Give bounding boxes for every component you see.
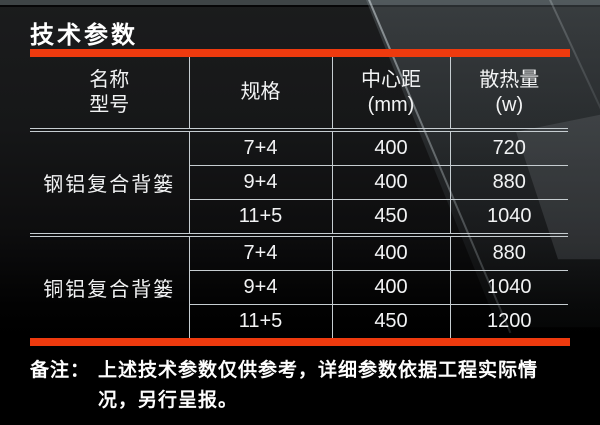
note-body: 上述技术参数仅供参考，详细参数依据工程实际情 况，另行呈报。 xyxy=(98,356,538,416)
header-line: 型号 xyxy=(89,93,130,116)
header-spec: 规格 xyxy=(188,57,332,130)
header-row: 名称 型号 规格 中心距 (mm) 散热量 (w) xyxy=(30,57,568,130)
page-title: 技术参数 xyxy=(30,22,138,49)
header-name-model: 名称 型号 xyxy=(30,57,189,130)
table-row: 钢铝复合背篓 7+4 400 720 xyxy=(30,130,568,196)
heat-output-cell: 880 xyxy=(449,165,568,200)
center-distance-cell: 450 xyxy=(331,199,450,235)
heat-output-cell: 720 xyxy=(449,130,568,166)
group-label-copper-aluminum: 铜铝复合背篓 xyxy=(43,279,176,301)
note-line-2: 况，另行呈报。 xyxy=(98,390,239,411)
note-line-1: 上述技术参数仅供参考，详细参数依据工程实际情 xyxy=(98,360,539,381)
center-distance-cell: 400 xyxy=(331,270,450,305)
header-line: 名称 xyxy=(89,68,130,91)
accent-bar-top xyxy=(30,49,570,57)
spec-cell: 7+4 xyxy=(188,235,332,271)
header-line: 散热量 xyxy=(479,68,540,91)
heat-output-cell: 1040 xyxy=(449,199,568,235)
heat-output-cell: 1040 xyxy=(449,270,568,305)
table-row: 11+5 450 1040 xyxy=(30,199,568,235)
spec-cell: 9+4 xyxy=(188,270,332,305)
header-line: (w) xyxy=(495,93,524,116)
spec-table: 名称 型号 规格 中心距 (mm) 散热量 (w) 钢铝复合背篓 7+4 xyxy=(30,57,568,338)
heat-output-cell: 1200 xyxy=(449,304,568,338)
table-row: 11+5 450 1200 xyxy=(30,304,568,338)
spec-cell: 11+5 xyxy=(188,304,332,338)
spec-cell: 7+4 xyxy=(188,130,332,166)
center-distance-cell: 450 xyxy=(331,304,450,338)
center-distance-cell: 400 xyxy=(331,235,450,271)
header-heat-output: 散热量 (w) xyxy=(449,57,568,130)
note: 备注： 上述技术参数仅供参考，详细参数依据工程实际情 况，另行呈报。 xyxy=(30,356,538,416)
center-distance-cell: 400 xyxy=(331,165,450,200)
header-line: 规格 xyxy=(240,81,281,103)
group-label-steel-aluminum: 钢铝复合背篓 xyxy=(43,174,176,196)
header-center-distance: 中心距 (mm) xyxy=(331,57,450,130)
heat-output-cell: 880 xyxy=(449,235,568,271)
center-distance-cell: 400 xyxy=(331,130,450,166)
table-row: 铜铝复合背篓 7+4 400 880 xyxy=(30,235,568,301)
header-line: (mm) xyxy=(367,93,415,116)
spec-cell: 9+4 xyxy=(188,165,332,200)
table-row: 9+4 400 880 xyxy=(30,165,568,200)
table-row: 9+4 400 1040 xyxy=(30,270,568,305)
photo-top-edge xyxy=(0,0,600,7)
accent-bar-bottom xyxy=(30,338,570,346)
spec-cell: 11+5 xyxy=(188,199,332,235)
note-prefix: 备注： xyxy=(30,360,91,381)
header-line: 中心距 xyxy=(361,68,421,91)
